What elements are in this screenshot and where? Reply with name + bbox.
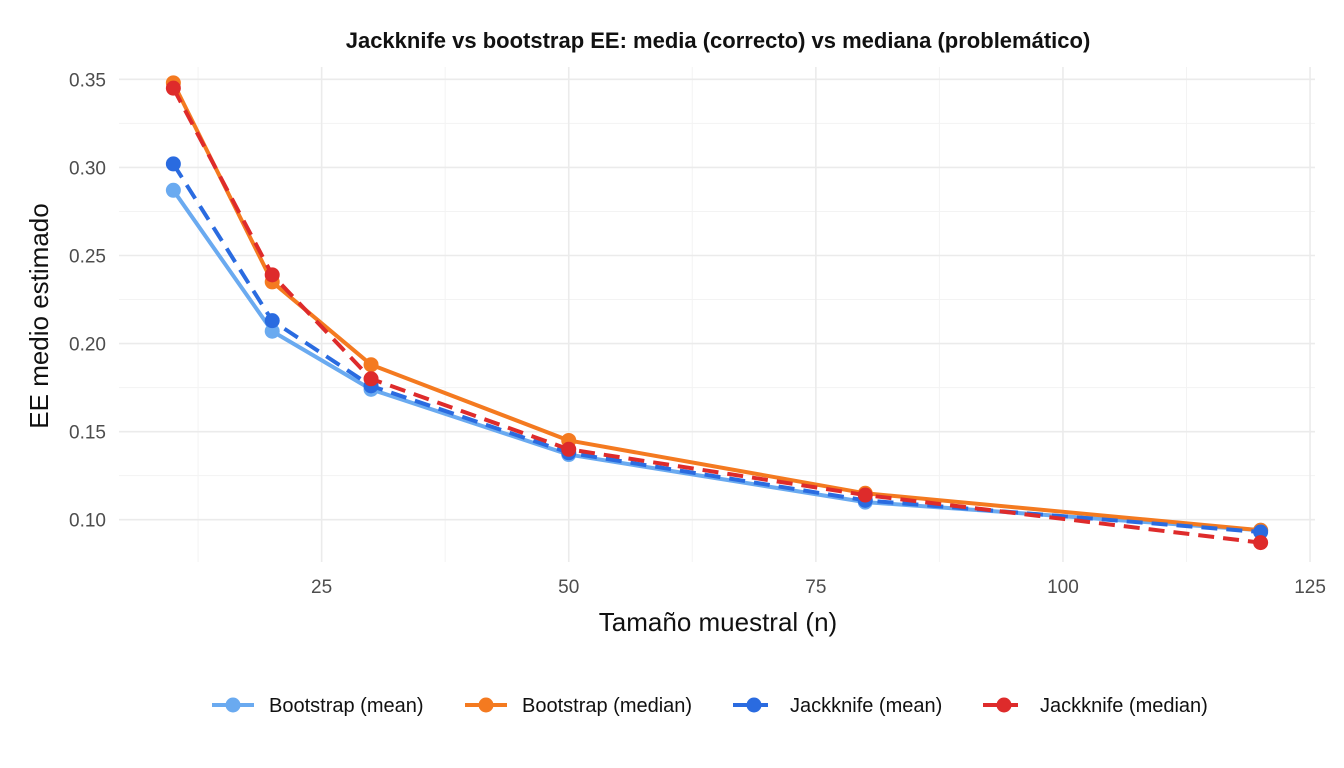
legend: Bootstrap (mean) Bootstrap (median) Jackkn… [212, 695, 1208, 717]
x-tick-label: 125 [1294, 577, 1326, 598]
series-jackknife-median [165, 80, 1269, 551]
y-tick-label: 0.25 [69, 246, 106, 267]
series-line [171, 189, 1261, 533]
data-point [363, 357, 379, 373]
y-axis-ticks: 0.10 0.15 0.20 0.25 0.30 0.35 [69, 70, 106, 531]
y-tick-label: 0.10 [69, 511, 106, 532]
legend-key-point [996, 697, 1012, 713]
series-line [171, 81, 1261, 533]
series-bootstrap-median [165, 75, 1269, 538]
data-point [363, 371, 379, 387]
legend-label: Bootstrap (median) [522, 695, 692, 717]
x-tick-label: 100 [1047, 577, 1079, 598]
legend-item: Bootstrap (median) [465, 695, 692, 717]
series-line [171, 162, 1261, 535]
data-point [165, 156, 181, 172]
y-tick-label: 0.30 [69, 158, 106, 179]
legend-item: Jackknife (median) [983, 695, 1208, 717]
legend-key-point [478, 697, 494, 713]
legend-label: Jackknife (mean) [790, 695, 942, 717]
data-point [264, 267, 280, 283]
legend-label: Jackknife (median) [1040, 695, 1208, 717]
legend-key-point [225, 697, 241, 713]
x-axis-ticks: 25 50 75 100 125 [311, 577, 1326, 598]
data-point [561, 441, 577, 457]
series-layer [165, 75, 1269, 551]
y-tick-label: 0.35 [69, 70, 106, 91]
data-point [1253, 535, 1269, 551]
y-tick-label: 0.20 [69, 335, 106, 356]
series-line [171, 87, 1261, 545]
x-tick-label: 25 [311, 577, 332, 598]
x-tick-label: 50 [558, 577, 579, 598]
data-point [165, 182, 181, 198]
legend-label: Bootstrap (mean) [269, 695, 424, 717]
x-tick-label: 75 [805, 577, 826, 598]
x-axis-title: Tamaño muestral (n) [599, 607, 837, 637]
data-point [857, 487, 873, 503]
legend-key-point [746, 697, 762, 713]
series-jackknife-mean [165, 156, 1269, 540]
chart-title: Jackknife vs bootstrap EE: media (correc… [346, 28, 1091, 53]
legend-item: Jackknife (mean) [733, 695, 942, 717]
y-tick-label: 0.15 [69, 423, 106, 444]
y-axis-title: EE medio estimado [24, 203, 54, 428]
data-point [165, 80, 181, 96]
grid [119, 67, 1315, 562]
data-point [1253, 524, 1269, 540]
legend-item: Bootstrap (mean) [212, 695, 424, 717]
data-point [264, 323, 280, 339]
data-point [264, 313, 280, 329]
